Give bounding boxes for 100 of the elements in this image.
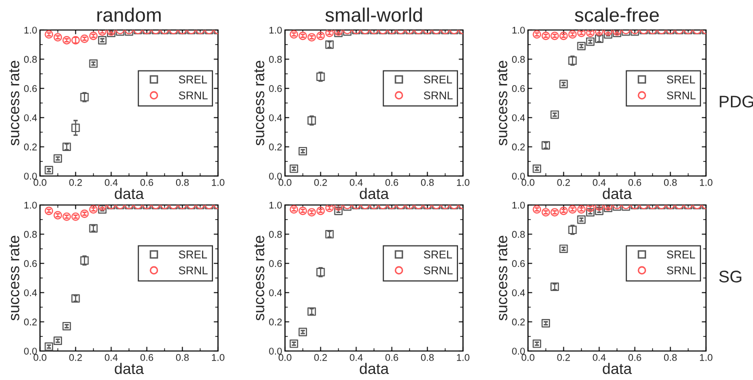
y-tick-label: 0.6 xyxy=(269,85,282,92)
x-tick-label: 0.8 xyxy=(421,179,434,186)
y-tick-label: 0.8 xyxy=(24,56,37,63)
y-tick-label: 1.0 xyxy=(512,26,525,34)
legend-label: SRNL xyxy=(178,91,208,100)
x-tick-label: 0.2 xyxy=(314,179,327,186)
x-tick-label: 0.0 xyxy=(522,354,534,361)
legend-label: SREL xyxy=(666,250,696,258)
x-tick-label: 0.0 xyxy=(34,354,46,361)
y-axis-title: success rate xyxy=(9,60,20,146)
legend-label: SREL xyxy=(424,76,452,84)
y-tick-label: 0.4 xyxy=(269,289,282,296)
x-tick-label: 1.0 xyxy=(456,179,470,186)
y-tick-label: 0.2 xyxy=(512,144,525,150)
legend-label: SRNL xyxy=(666,91,696,100)
y-tick-label: 0.6 xyxy=(24,260,37,268)
y-tick-label: 0.4 xyxy=(269,114,282,122)
x-tick-label: 0.6 xyxy=(628,179,642,186)
x-axis-title: data xyxy=(360,188,389,200)
x-tick-label: 1.0 xyxy=(456,354,470,361)
x-tick-label: 0.6 xyxy=(385,179,398,186)
x-tick-label: 0.2 xyxy=(314,354,327,361)
x-tick-label: 0.0 xyxy=(34,179,46,186)
x-tick-label: 0.6 xyxy=(385,354,398,361)
y-tick-label: 0.6 xyxy=(269,260,282,268)
x-tick-label: 0.6 xyxy=(628,354,642,361)
y-tick-label: 1.0 xyxy=(24,26,37,34)
y-tick-label: 0.2 xyxy=(24,144,37,150)
x-tick-label: 0.4 xyxy=(592,179,606,186)
y-tick-label: 0.8 xyxy=(24,230,37,238)
x-tick-label: 0.8 xyxy=(664,179,677,186)
legend-label: SRNL xyxy=(424,91,453,100)
x-tick-label: 0.2 xyxy=(557,354,570,361)
y-tick-label: 0.0 xyxy=(269,172,282,180)
y-tick-label: 0.0 xyxy=(512,348,525,355)
chart-title: random xyxy=(97,8,161,22)
legend-label: SRNL xyxy=(178,266,208,274)
y-tick-label: 0.0 xyxy=(24,348,37,355)
y-tick-label: 0.8 xyxy=(512,230,525,238)
x-tick-label: 1.0 xyxy=(700,179,712,186)
x-tick-label: 0.4 xyxy=(350,354,363,361)
y-axis-title: success rate xyxy=(9,236,20,320)
x-tick-label: 0.8 xyxy=(664,354,677,361)
y-tick-label: 1.0 xyxy=(512,202,525,209)
x-tick-label: 0.2 xyxy=(557,179,570,186)
text: SG xyxy=(719,270,742,282)
legend-label: SREL xyxy=(178,76,208,84)
x-axis-title: data xyxy=(114,188,144,200)
y-tick-label: 0.2 xyxy=(24,318,37,326)
x-axis-title: data xyxy=(360,362,389,374)
y-tick-label: 1.0 xyxy=(269,202,282,209)
y-tick-label: 0.6 xyxy=(24,85,37,92)
x-tick-label: 0.2 xyxy=(69,179,82,186)
y-axis-title: success rate xyxy=(254,60,264,146)
y-tick-label: 0.0 xyxy=(269,348,282,355)
y-axis-title: success rate xyxy=(497,60,508,146)
x-tick-label: 0.8 xyxy=(176,179,189,186)
legend-label: SREL xyxy=(178,250,208,258)
x-tick-label: 0.6 xyxy=(140,179,154,186)
x-tick-label: 0.0 xyxy=(522,179,534,186)
y-tick-label: 0.8 xyxy=(512,56,525,63)
legend-label: SREL xyxy=(666,76,696,84)
x-tick-label: 0.8 xyxy=(176,354,189,361)
y-tick-label: 1.0 xyxy=(24,202,37,209)
legend-label: SRNL xyxy=(424,266,453,274)
x-tick-label: 1.0 xyxy=(700,354,712,361)
legend-label: SRNL xyxy=(666,266,696,274)
x-tick-label: 0.4 xyxy=(104,354,118,361)
x-tick-label: 0.2 xyxy=(69,354,82,361)
x-tick-label: 0.4 xyxy=(350,179,363,186)
x-tick-label: 1.0 xyxy=(212,354,224,361)
x-tick-label: 0.8 xyxy=(421,354,434,361)
y-tick-label: 0.4 xyxy=(24,114,37,122)
y-tick-label: 0.2 xyxy=(269,318,282,326)
y-tick-label: 1.0 xyxy=(269,26,282,34)
x-tick-label: 0.6 xyxy=(140,354,154,361)
y-tick-label: 0.0 xyxy=(24,172,37,180)
y-tick-label: 0.6 xyxy=(512,260,525,268)
y-tick-label: 0.6 xyxy=(512,85,525,92)
x-tick-label: 1.0 xyxy=(212,179,224,186)
y-tick-label: 0.8 xyxy=(269,230,282,238)
y-tick-label: 0.2 xyxy=(269,144,282,150)
x-axis-title: data xyxy=(114,362,144,374)
x-tick-label: 0.0 xyxy=(278,179,292,186)
y-tick-label: 0.4 xyxy=(512,289,525,296)
x-axis-title: data xyxy=(602,188,632,200)
y-tick-label: 0.8 xyxy=(269,56,282,63)
x-tick-label: 0.4 xyxy=(104,179,118,186)
legend-label: SREL xyxy=(424,250,452,258)
x-tick-label: 0.0 xyxy=(278,354,292,361)
y-tick-label: 0.2 xyxy=(512,318,525,326)
y-axis-title: success rate xyxy=(254,236,264,320)
y-axis-title: success rate xyxy=(497,236,508,320)
x-axis-title: data xyxy=(602,362,632,374)
chart-title: small-world xyxy=(325,8,422,22)
y-tick-label: 0.4 xyxy=(24,289,37,296)
text: PDG xyxy=(720,96,753,108)
x-tick-label: 0.4 xyxy=(592,354,606,361)
y-tick-label: 0.4 xyxy=(512,114,525,122)
y-tick-label: 0.0 xyxy=(512,172,525,180)
